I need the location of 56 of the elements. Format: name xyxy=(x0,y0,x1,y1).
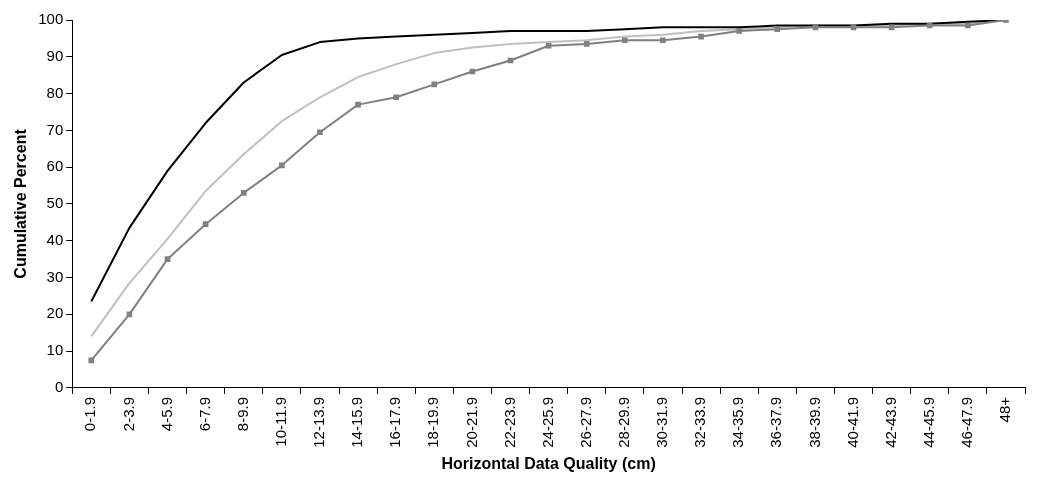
x-tick-label: 46-47.9 xyxy=(957,396,975,448)
point xyxy=(355,101,361,108)
x-tick-label: 22-23.9 xyxy=(500,396,518,448)
x-tick-label: 28-29.9 xyxy=(614,396,632,448)
y-tick-label: 10 xyxy=(46,341,64,359)
x-tick-label: 48+ xyxy=(996,396,1014,423)
y-tick-label: 60 xyxy=(46,157,64,175)
point xyxy=(774,26,781,33)
x-tick-label: 42-43.9 xyxy=(881,396,899,448)
point xyxy=(279,162,285,169)
point xyxy=(926,22,933,29)
point xyxy=(698,33,704,40)
point xyxy=(88,357,95,364)
point xyxy=(240,190,247,196)
point xyxy=(317,129,323,136)
x-tick-label: 2-3.9 xyxy=(119,396,137,432)
y-tick-label: 20 xyxy=(46,304,64,322)
point xyxy=(393,94,399,101)
point xyxy=(431,81,438,88)
x-tick-label: 6-7.9 xyxy=(195,396,213,432)
x-tick-label: 20-21.9 xyxy=(462,396,480,448)
y-axis-title: Cumulative Percent xyxy=(12,128,30,279)
x-tick-label: 4-5.9 xyxy=(157,396,175,432)
x-tick-label: 40-41.9 xyxy=(843,396,861,448)
x-tick-label: 38-39.9 xyxy=(805,396,823,448)
x-tick-label: 44-45.9 xyxy=(919,396,937,448)
x-tick-label: 12-13.9 xyxy=(310,396,328,448)
point xyxy=(622,37,628,44)
y-tick-label: 90 xyxy=(46,46,64,64)
x-tick-label: 10-11.9 xyxy=(271,396,289,447)
x-tick-label: 24-25.9 xyxy=(538,396,556,448)
point xyxy=(660,37,666,44)
x-tick-label: 30-31.9 xyxy=(653,396,671,448)
x-tick-label: 26-27.9 xyxy=(576,396,594,448)
x-tick-label: 18-19.9 xyxy=(424,396,442,448)
y-tick-label: 30 xyxy=(46,267,64,285)
y-tick-label: 40 xyxy=(46,230,64,248)
x-tick-label: 32-33.9 xyxy=(691,396,709,448)
y-tick-label: 70 xyxy=(46,120,64,138)
y-tick-label: 100 xyxy=(38,10,64,28)
x-tick-label: 0-1.9 xyxy=(81,396,99,432)
y-tick-label: 50 xyxy=(46,194,64,212)
x-tick-label: 36-37.9 xyxy=(767,396,785,448)
x-tick-label: 8-9.9 xyxy=(233,396,251,432)
x-tick-label: 16-17.9 xyxy=(386,396,404,448)
point xyxy=(965,22,971,29)
point xyxy=(583,41,590,47)
point xyxy=(545,42,552,49)
y-tick-label: 0 xyxy=(54,378,64,396)
x-tick-label: 14-15.9 xyxy=(348,396,366,448)
x-axis-title: Horizontal Data Quality (cm) xyxy=(441,454,656,472)
y-tick-label: 80 xyxy=(46,83,64,101)
x-tick-label: 34-35.9 xyxy=(729,396,747,448)
point xyxy=(164,256,171,262)
point xyxy=(736,28,742,34)
point xyxy=(202,221,209,228)
